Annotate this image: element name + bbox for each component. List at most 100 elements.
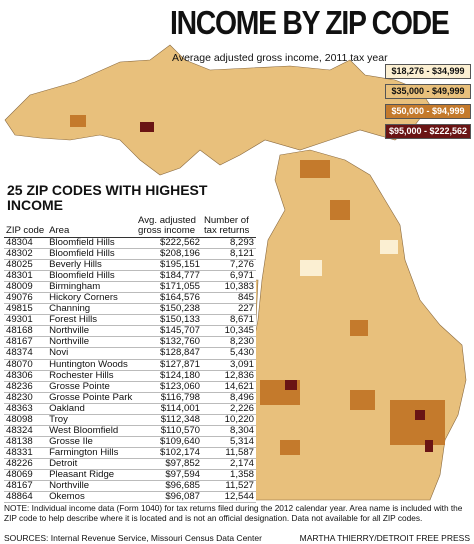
- table-row: 48301 Bloomfield Hills $184,777 6,971: [4, 271, 256, 283]
- table-cell: 8,230: [202, 337, 256, 349]
- table-cell: $222,562: [136, 237, 202, 250]
- table-cell: 49076: [4, 293, 48, 305]
- table-row: 48009 Birmingham $171,055 10,383: [4, 282, 256, 294]
- table-cell: Okemos: [47, 492, 136, 504]
- high-income-areas: [70, 115, 445, 455]
- table-cell: $208,196: [136, 249, 202, 261]
- table-cell: 10,345: [202, 326, 256, 338]
- table-row: 48098 Troy $112,348 10,220: [4, 414, 256, 426]
- table-cell: West Bloomfield: [47, 425, 136, 437]
- header-row: ZIP code Area Avg. adjusted gross income Nu…: [4, 215, 256, 238]
- table-cell: $110,570: [136, 425, 202, 437]
- table-cell: 49815: [4, 304, 48, 316]
- table-cell: 8,293: [202, 237, 256, 250]
- table-cell: $102,174: [136, 447, 202, 459]
- table-cell: Northville: [47, 326, 136, 338]
- table-cell: Forest Hills: [47, 315, 136, 327]
- table-row: 48306 Rochester Hills $124,180 12,836: [4, 370, 256, 382]
- table-cell: 5,430: [202, 348, 256, 360]
- table-cell: 48301: [4, 271, 48, 283]
- table-cell: 49301: [4, 315, 48, 327]
- sources: SOURCES: Internal Revenue Service, Misso…: [4, 533, 262, 543]
- table-cell: 11,527: [202, 481, 256, 493]
- table-cell: 14,621: [202, 381, 256, 393]
- table-cell: 48167: [4, 337, 48, 349]
- table-cell: $150,133: [136, 315, 202, 327]
- table-cell: Grosse Ile: [47, 436, 136, 448]
- table-cell: 6,971: [202, 271, 256, 283]
- table-cell: 48230: [4, 392, 48, 404]
- table-cell: $171,055: [136, 282, 202, 294]
- table-cell: Novi: [47, 348, 136, 360]
- table-row: 48236 Grosse Pointe $123,060 14,621: [4, 381, 256, 393]
- table-cell: 48098: [4, 414, 48, 426]
- legend-item: $95,000 - $222,562: [385, 124, 471, 139]
- table-row: 48226 Detroit $97,852 2,174: [4, 458, 256, 470]
- table-cell: 2,226: [202, 403, 256, 415]
- table-cell: 3,091: [202, 359, 256, 371]
- table-cell: 48070: [4, 359, 48, 371]
- table-cell: $96,685: [136, 481, 202, 493]
- table-cell: 48168: [4, 326, 48, 338]
- table-cell: 8,304: [202, 425, 256, 437]
- table-cell: $109,640: [136, 436, 202, 448]
- table-cell: Beverly Hills: [47, 260, 136, 272]
- upper-peninsula: [4, 44, 431, 176]
- table-row: 48324 West Bloomfield $110,570 8,304: [4, 425, 256, 437]
- table-row: 48363 Oakland $114,001 2,226: [4, 403, 256, 415]
- table-cell: $114,001: [136, 403, 202, 415]
- table-cell: 48302: [4, 249, 48, 261]
- table-cell: 845: [202, 293, 256, 305]
- table-cell: Bloomfield Hills: [47, 237, 136, 250]
- table-cell: 8,496: [202, 392, 256, 404]
- table-cell: $97,594: [136, 469, 202, 482]
- table-cell: 12,544: [202, 492, 256, 504]
- table-cell: $164,576: [136, 293, 202, 305]
- table-cell: $123,060: [136, 381, 202, 393]
- legend-item: $35,000 - $49,999: [385, 84, 471, 99]
- table-cell: $124,180: [136, 370, 202, 382]
- column-header: Area: [47, 215, 136, 238]
- table-row: 49301 Forest Hills $150,133 8,671: [4, 315, 256, 327]
- table-cell: 48138: [4, 436, 48, 448]
- table-row: 48069 Pleasant Ridge $97,594 1,358: [4, 469, 256, 482]
- table-cell: Troy: [47, 414, 136, 426]
- table-cell: Grosse Pointe Park: [47, 392, 136, 404]
- table-cell: 48069: [4, 469, 48, 482]
- table-row: 48304 Bloomfield Hills $222,562 8,293: [4, 237, 256, 250]
- title: INCOME BY ZIP CODE: [170, 4, 450, 41]
- table-cell: $127,871: [136, 359, 202, 371]
- table-row: 48138 Grosse Ile $109,640 5,314: [4, 436, 256, 448]
- legend: $18,276 - $34,999 $35,000 - $49,999 $50,00…: [385, 64, 471, 144]
- legend-item: $50,000 - $94,999: [385, 104, 471, 119]
- table-row: 48168 Northville $145,707 10,345: [4, 326, 256, 338]
- table-cell: 48306: [4, 370, 48, 382]
- table-cell: Rochester Hills: [47, 370, 136, 382]
- table-cell: Grosse Pointe: [47, 381, 136, 393]
- table-cell: Oakland: [47, 403, 136, 415]
- table-cell: Northville: [47, 337, 136, 349]
- column-header: Avg. adjusted gross income: [136, 215, 202, 238]
- table-cell: $97,852: [136, 458, 202, 470]
- table-cell: $132,760: [136, 337, 202, 349]
- table-row: 49076 Hickory Corners $164,576 845: [4, 293, 256, 305]
- table-cell: $150,238: [136, 304, 202, 316]
- table-cell: 48363: [4, 403, 48, 415]
- table-panel: 25 ZIP CODES WITH HIGHEST INCOME ZIP cod…: [4, 181, 256, 515]
- table-row: 48230 Grosse Pointe Park $116,798 8,496: [4, 392, 256, 404]
- table-cell: $184,777: [136, 271, 202, 283]
- table-cell: 48167: [4, 481, 48, 493]
- table-cell: Bloomfield Hills: [47, 249, 136, 261]
- table-cell: Bloomfield Hills: [47, 271, 136, 283]
- column-header: Number of tax returns: [202, 215, 256, 238]
- table-row: 48167 Northville $96,685 11,527: [4, 481, 256, 493]
- table-cell: $112,348: [136, 414, 202, 426]
- table-cell: 7,276: [202, 260, 256, 272]
- legend-item: $18,276 - $34,999: [385, 64, 471, 79]
- table-cell: 12,836: [202, 370, 256, 382]
- table-cell: Pleasant Ridge: [47, 469, 136, 482]
- table-cell: $96,087: [136, 492, 202, 504]
- table-cell: 48324: [4, 425, 48, 437]
- table-cell: Farmington Hills: [47, 447, 136, 459]
- note: NOTE: Individual income data (Form 1040)…: [4, 503, 470, 523]
